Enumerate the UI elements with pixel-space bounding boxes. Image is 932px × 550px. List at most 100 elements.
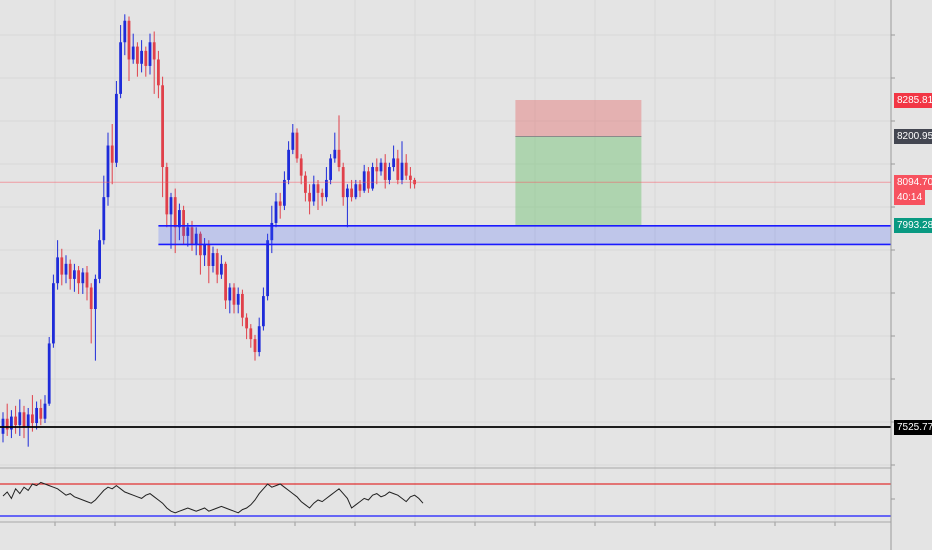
candle-body	[266, 240, 269, 297]
candle-body	[47, 343, 51, 404]
candle	[178, 203, 181, 241]
candle-body	[304, 175, 307, 193]
candle	[68, 259, 72, 290]
candle	[215, 248, 219, 284]
candle	[312, 175, 316, 206]
candle	[404, 154, 408, 180]
candle-body	[245, 317, 248, 329]
candle-body	[98, 240, 101, 279]
candle-body	[287, 149, 290, 180]
candle	[379, 158, 383, 176]
candle	[367, 167, 370, 193]
candle	[173, 188, 177, 254]
candle	[131, 33, 135, 64]
candle-body	[375, 167, 379, 172]
candle	[333, 132, 337, 163]
candle	[161, 76, 164, 198]
candle	[295, 128, 299, 163]
candle	[257, 317, 261, 357]
candle-body	[337, 149, 341, 168]
candle	[329, 154, 332, 185]
candle	[60, 248, 64, 286]
candle-body	[392, 158, 395, 168]
candle	[253, 334, 257, 361]
candle-body	[131, 46, 135, 60]
candle-body	[215, 253, 219, 275]
oscillator-pane[interactable]	[0, 481, 891, 517]
candle	[392, 145, 395, 172]
candle	[81, 268, 85, 294]
candle-body	[144, 50, 148, 66]
candle-body	[140, 50, 143, 64]
candle-body	[207, 244, 211, 266]
candle	[211, 246, 215, 273]
candle-body	[60, 257, 64, 275]
candle	[228, 283, 232, 314]
candle	[110, 124, 114, 185]
candle	[14, 405, 17, 434]
candle	[123, 14, 127, 56]
candle	[56, 240, 59, 290]
candle-body	[165, 167, 169, 215]
candle-body	[148, 42, 152, 66]
candle-body	[325, 179, 328, 198]
candle-body	[18, 412, 22, 426]
candle	[64, 255, 68, 284]
candle-body	[299, 158, 303, 176]
candle-body	[119, 42, 122, 94]
candle	[232, 283, 236, 314]
candle	[224, 261, 227, 310]
candle-body	[56, 257, 59, 284]
candle	[283, 171, 286, 211]
candle	[73, 263, 76, 292]
candle-body	[110, 145, 114, 163]
position-tool[interactable]	[515, 100, 642, 226]
candle-body	[94, 278, 97, 310]
candle-body	[26, 414, 30, 428]
candle	[383, 154, 387, 189]
candle-body	[182, 210, 185, 236]
candle	[165, 162, 169, 228]
overlay-lines[interactable]	[0, 181, 891, 428]
candle	[278, 192, 282, 219]
oscillator-line[interactable]	[2, 481, 424, 514]
candle-body	[152, 42, 156, 60]
price-axis[interactable]	[890, 0, 932, 550]
grid	[0, 0, 891, 526]
candle-body	[396, 158, 400, 180]
candle	[148, 33, 152, 75]
support-zone[interactable]	[158, 225, 891, 245]
candle	[52, 274, 55, 348]
candle-body	[43, 403, 47, 419]
price-label-entry: 8200.95	[894, 129, 932, 144]
stop-loss-zone[interactable]	[515, 100, 642, 137]
candle	[241, 289, 244, 327]
candle-body	[367, 171, 370, 189]
candle	[262, 287, 265, 331]
candle-body	[283, 179, 286, 206]
candle-body	[64, 263, 68, 275]
candle-body	[22, 412, 26, 428]
candle	[358, 179, 362, 198]
candle	[245, 313, 248, 340]
candle	[350, 179, 353, 202]
candle	[299, 154, 303, 185]
candle-body	[136, 46, 139, 64]
candle	[291, 124, 295, 155]
candle	[85, 265, 89, 301]
price-label-last: 8094.70	[894, 174, 932, 190]
candle	[89, 283, 93, 344]
candle-body	[161, 85, 164, 168]
candle-body	[371, 167, 374, 189]
profit-target-zone[interactable]	[515, 136, 642, 226]
candle	[396, 149, 400, 185]
candle	[47, 336, 51, 406]
candle-body	[270, 222, 274, 241]
candle	[43, 395, 47, 424]
candle-body	[308, 192, 311, 202]
candle-body	[77, 270, 80, 284]
candle	[346, 184, 349, 228]
candle	[274, 192, 278, 228]
